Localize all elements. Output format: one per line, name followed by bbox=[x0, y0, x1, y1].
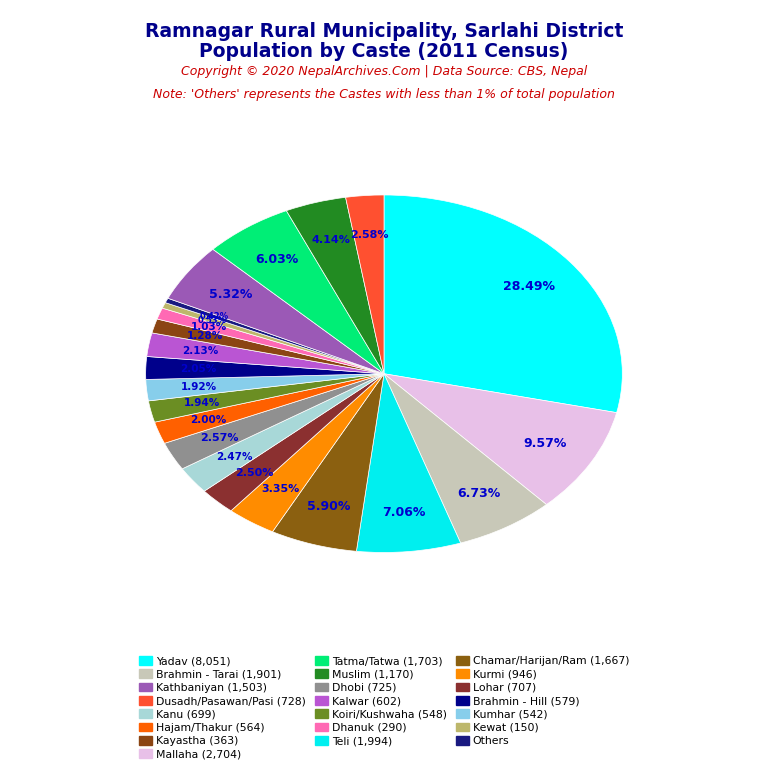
Text: 4.14%: 4.14% bbox=[311, 235, 350, 245]
Text: 1.92%: 1.92% bbox=[180, 382, 217, 392]
Text: Ramnagar Rural Municipality, Sarlahi District: Ramnagar Rural Municipality, Sarlahi Dis… bbox=[145, 22, 623, 41]
Text: 2.05%: 2.05% bbox=[180, 364, 217, 374]
Text: 2.13%: 2.13% bbox=[183, 346, 219, 356]
Wedge shape bbox=[213, 210, 384, 374]
Wedge shape bbox=[146, 356, 384, 379]
Text: 0.53%: 0.53% bbox=[197, 316, 227, 325]
Text: 2.47%: 2.47% bbox=[217, 452, 253, 462]
Text: 1.94%: 1.94% bbox=[184, 399, 220, 409]
Wedge shape bbox=[148, 374, 384, 422]
Text: 0.42%: 0.42% bbox=[200, 312, 229, 321]
Wedge shape bbox=[384, 195, 622, 412]
Wedge shape bbox=[231, 374, 384, 531]
Text: 2.57%: 2.57% bbox=[200, 433, 238, 443]
Wedge shape bbox=[384, 374, 547, 543]
Text: 2.58%: 2.58% bbox=[349, 230, 388, 240]
Text: Population by Caste (2011 Census): Population by Caste (2011 Census) bbox=[200, 42, 568, 61]
Text: 2.50%: 2.50% bbox=[235, 468, 273, 478]
Wedge shape bbox=[273, 374, 384, 551]
Text: Copyright © 2020 NepalArchives.Com | Data Source: CBS, Nepal: Copyright © 2020 NepalArchives.Com | Dat… bbox=[181, 65, 587, 78]
Wedge shape bbox=[384, 374, 617, 505]
Text: 7.06%: 7.06% bbox=[382, 506, 425, 519]
Wedge shape bbox=[147, 333, 384, 374]
Wedge shape bbox=[152, 319, 384, 374]
Text: 6.03%: 6.03% bbox=[256, 253, 299, 266]
Text: 1.03%: 1.03% bbox=[190, 322, 227, 332]
Wedge shape bbox=[168, 250, 384, 374]
Text: 28.49%: 28.49% bbox=[503, 280, 555, 293]
Wedge shape bbox=[154, 374, 384, 443]
Wedge shape bbox=[164, 374, 384, 468]
Wedge shape bbox=[356, 374, 461, 552]
Text: 9.57%: 9.57% bbox=[524, 436, 567, 449]
Wedge shape bbox=[165, 298, 384, 374]
Wedge shape bbox=[204, 374, 384, 511]
Text: 1.28%: 1.28% bbox=[187, 332, 223, 342]
Text: 5.90%: 5.90% bbox=[307, 501, 350, 513]
Wedge shape bbox=[146, 374, 384, 401]
Wedge shape bbox=[286, 197, 384, 374]
Text: 6.73%: 6.73% bbox=[458, 487, 501, 500]
Wedge shape bbox=[157, 308, 384, 374]
Text: 3.35%: 3.35% bbox=[261, 485, 300, 495]
Wedge shape bbox=[182, 374, 384, 491]
Wedge shape bbox=[346, 195, 384, 374]
Text: Note: 'Others' represents the Castes with less than 1% of total population: Note: 'Others' represents the Castes wit… bbox=[153, 88, 615, 101]
Wedge shape bbox=[162, 303, 384, 374]
Text: 5.32%: 5.32% bbox=[209, 288, 253, 301]
Legend: Yadav (8,051), Brahmin - Tarai (1,901), Kathbaniyan (1,503), Dusadh/Pasawan/Pasi: Yadav (8,051), Brahmin - Tarai (1,901), … bbox=[135, 653, 633, 763]
Text: 2.00%: 2.00% bbox=[190, 415, 227, 425]
